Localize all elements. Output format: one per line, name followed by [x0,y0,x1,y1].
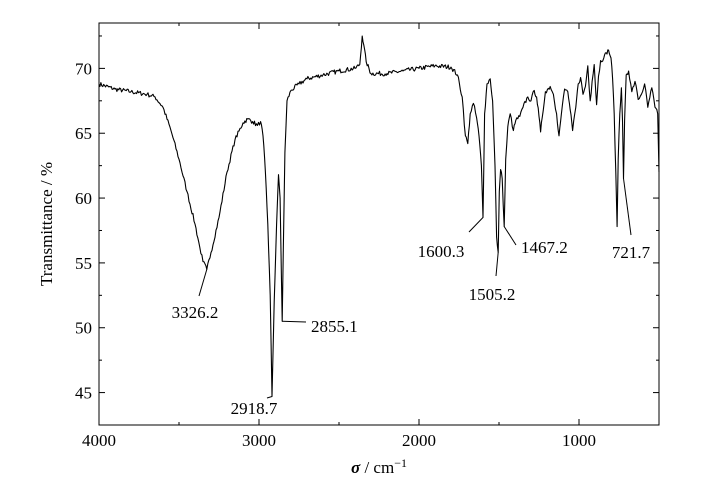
x-tick-label: 3000 [242,431,276,450]
peak-label: 721.7 [612,243,651,262]
spectrum-line [98,35,660,398]
axis-ticks [98,23,660,425]
y-axis-title: Transmittance / % [37,162,56,286]
x-axis-title: σ / cm−1 [351,456,407,477]
peak-leader-line [282,320,307,323]
peak-label: 3326.2 [172,303,219,322]
peak-label: 2855.1 [311,317,358,336]
y-tick-label: 70 [75,59,92,78]
y-tick-label: 50 [75,319,92,338]
peak-label: 1600.3 [418,242,465,261]
x-tick-label: 4000 [82,431,116,450]
x-tick-label: 1000 [562,431,596,450]
peak-label: 1505.2 [469,285,516,304]
y-tick-label: 60 [75,189,92,208]
x-tick-label: 2000 [402,431,436,450]
peak-annotations: 3326.2 2918.7 2855.1 1600.3 1505.2 1467.2 721.… [172,178,651,418]
peak-leader-line [623,178,632,236]
x-axis-symbol: σ [351,458,361,477]
x-axis-unit: / cm [360,458,394,477]
peak-leader-line [468,217,484,233]
plot-area-frame [98,22,660,426]
y-tick-label: 65 [75,124,92,143]
peak-leader-line [503,226,517,246]
peak-leader-line [198,269,208,297]
peak-label: 2918.7 [231,399,278,418]
peak-label: 1467.2 [521,238,568,257]
x-axis-exponent: −1 [394,456,407,470]
axis-tick-labels: 4000 3000 2000 1000 45 50 55 60 65 70 [75,59,596,450]
peak-leader-line [495,252,499,277]
y-tick-label: 55 [75,254,92,273]
peak-leader-line [266,395,273,399]
y-tick-label: 45 [75,384,92,403]
